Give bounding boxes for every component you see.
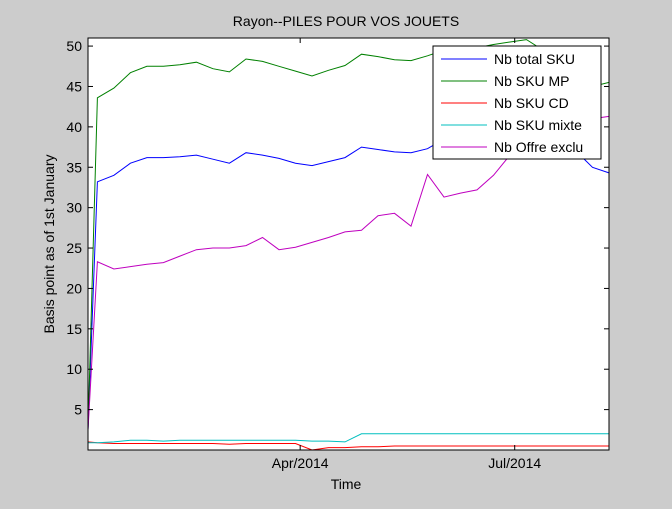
legend: Nb total SKU Nb SKU MP Nb SKU CD Nb SKU mix… [432, 45, 602, 160]
y-tick-label: 5 [74, 402, 82, 418]
y-tick-label: 40 [66, 119, 82, 135]
series-line-4 [88, 433, 609, 444]
legend-label: Nb SKU MP [494, 73, 569, 89]
y-tick-label: 25 [66, 240, 82, 256]
x-axis-label: Time [331, 476, 362, 492]
y-tick-label: 30 [66, 200, 82, 216]
y-tick-label: 45 [66, 78, 82, 94]
x-axis: Apr/2014 Jul/2014 [272, 38, 541, 471]
x-tick-label: Jul/2014 [488, 455, 541, 471]
series-line-2 [87, 39, 610, 430]
y-tick-label: 35 [66, 159, 82, 175]
series-line-3 [87, 441, 609, 451]
y-axis-label: Basis point as of 1st January [41, 155, 57, 334]
y-axis: 5 10 15 20 25 30 35 40 45 50 [66, 38, 609, 418]
legend-label: Nb total SKU [494, 51, 575, 67]
x-tick-label: Apr/2014 [272, 455, 329, 471]
chart-title: Rayon--PILES POUR VOS JOUETS [233, 13, 459, 29]
y-tick-label: 15 [66, 321, 82, 337]
legend-label: Nb SKU CD [494, 95, 569, 111]
plot-frame [87, 37, 610, 451]
y-tick-label: 20 [66, 280, 82, 296]
legend-label: Nb SKU mixte [494, 117, 582, 133]
legend-label: Nb Offre exclu [494, 139, 583, 155]
y-tick-label: 10 [66, 361, 82, 377]
y-tick-label: 50 [66, 38, 82, 54]
